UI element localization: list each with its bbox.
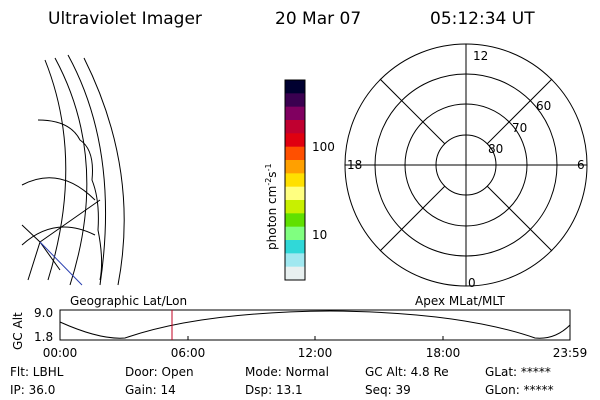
status-field: Gain: 14: [125, 383, 176, 397]
lat-label: 70: [512, 121, 527, 135]
polar-grid: [344, 43, 588, 287]
status-field: Dsp: 13.1: [245, 383, 303, 397]
lat-label: 80: [488, 142, 503, 156]
colorbar-swatch: [285, 173, 305, 188]
timeline-right-title: Apex MLat/MLT: [415, 294, 505, 308]
colorbar-swatch: [285, 266, 305, 281]
x-tick-label: 06:00: [171, 346, 206, 360]
map-sketch: [21, 54, 125, 286]
colorbar-swatch: [285, 80, 305, 94]
colorbar-frame: [284, 79, 306, 281]
x-tick-label: 12:00: [298, 346, 333, 360]
colorbar-swatch: [285, 146, 305, 161]
x-tick-label: 00:00: [43, 346, 78, 360]
status-field: GLat: *****: [485, 365, 551, 379]
timeline-y-tick: 9.0: [34, 306, 53, 320]
colorbar-swatch: [285, 240, 305, 254]
status-field: IP: 36.0: [10, 383, 55, 397]
colorbar-swatch: [285, 186, 305, 201]
colorbar-swatch: [285, 93, 305, 108]
mlt-label: 0: [468, 276, 476, 290]
colorbar: [284, 79, 306, 281]
colorbar-swatch: [285, 200, 305, 214]
colorbar-tick: 10: [312, 228, 327, 242]
status-field: Seq: 39: [365, 383, 411, 397]
colorbar-swatch: [285, 120, 305, 134]
lat-label: 60: [536, 99, 551, 113]
status-field: GLon: *****: [485, 383, 554, 397]
status-field: GC Alt: 4.8 Re: [365, 365, 449, 379]
timeline-left-title: Geographic Lat/Lon: [70, 294, 187, 308]
timeline-y-label: GC Alt: [11, 312, 25, 350]
mlt-label: 6: [577, 158, 585, 172]
timeline-y-tick: 1.8: [34, 330, 53, 344]
timeline-frame: [59, 309, 571, 341]
mlt-label: 18: [347, 158, 362, 172]
status-field: Mode: Normal: [245, 365, 329, 379]
altitude-curve: [59, 310, 571, 339]
x-tick-label: 18:00: [426, 346, 461, 360]
x-tick-label: 23:59: [553, 346, 588, 360]
status-field: Door: Open: [125, 365, 194, 379]
colorbar-label: photon cm-2s-1: [264, 163, 279, 250]
status-field: Flt: LBHL: [10, 365, 64, 379]
mlt-label: 12: [473, 49, 488, 63]
date: 20 Mar 07: [275, 9, 361, 29]
colorbar-swatch: [285, 160, 305, 174]
time: 05:12:34 UT: [430, 9, 535, 29]
colorbar-swatch: [285, 213, 305, 228]
title: Ultraviolet Imager: [48, 9, 202, 29]
colorbar-tick: 100: [312, 140, 335, 154]
colorbar-swatch: [285, 133, 305, 148]
colorbar-swatch: [285, 226, 305, 241]
colorbar-swatch: [285, 253, 305, 268]
colorbar-swatch: [285, 106, 305, 121]
